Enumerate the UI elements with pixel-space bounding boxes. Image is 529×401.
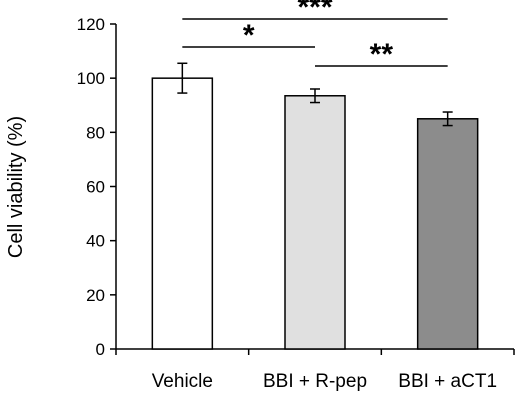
significance-label: ** (370, 38, 394, 71)
error-bars (177, 62, 453, 127)
y-tick-label: 0 (96, 340, 105, 359)
bar (284, 95, 346, 350)
x-tick-label: BBI + R-pep (263, 371, 367, 392)
y-axis: 0 20 40 60 80 100 120 (77, 15, 117, 359)
bar (416, 118, 479, 350)
y-tick-label: 20 (86, 286, 105, 305)
y-tick-label: 60 (86, 178, 105, 197)
x-tick-label: BBI + aCT1 (398, 371, 497, 392)
y-tick-label: 40 (86, 232, 105, 251)
x-tick-label: Vehicle (152, 371, 213, 392)
bars (151, 77, 479, 350)
significance-brackets: ****** (182, 0, 448, 71)
y-axis-title: Cell viability (%) (5, 116, 27, 258)
y-tick-label: 80 (86, 123, 105, 142)
y-tick-label: 120 (77, 15, 105, 34)
bar (151, 77, 214, 350)
x-axis: Vehicle BBI + R-pep BBI + aCT1 (115, 348, 515, 392)
significance-label: *** (297, 0, 332, 24)
y-tick-label: 100 (77, 69, 105, 88)
significance-label: * (243, 19, 255, 52)
